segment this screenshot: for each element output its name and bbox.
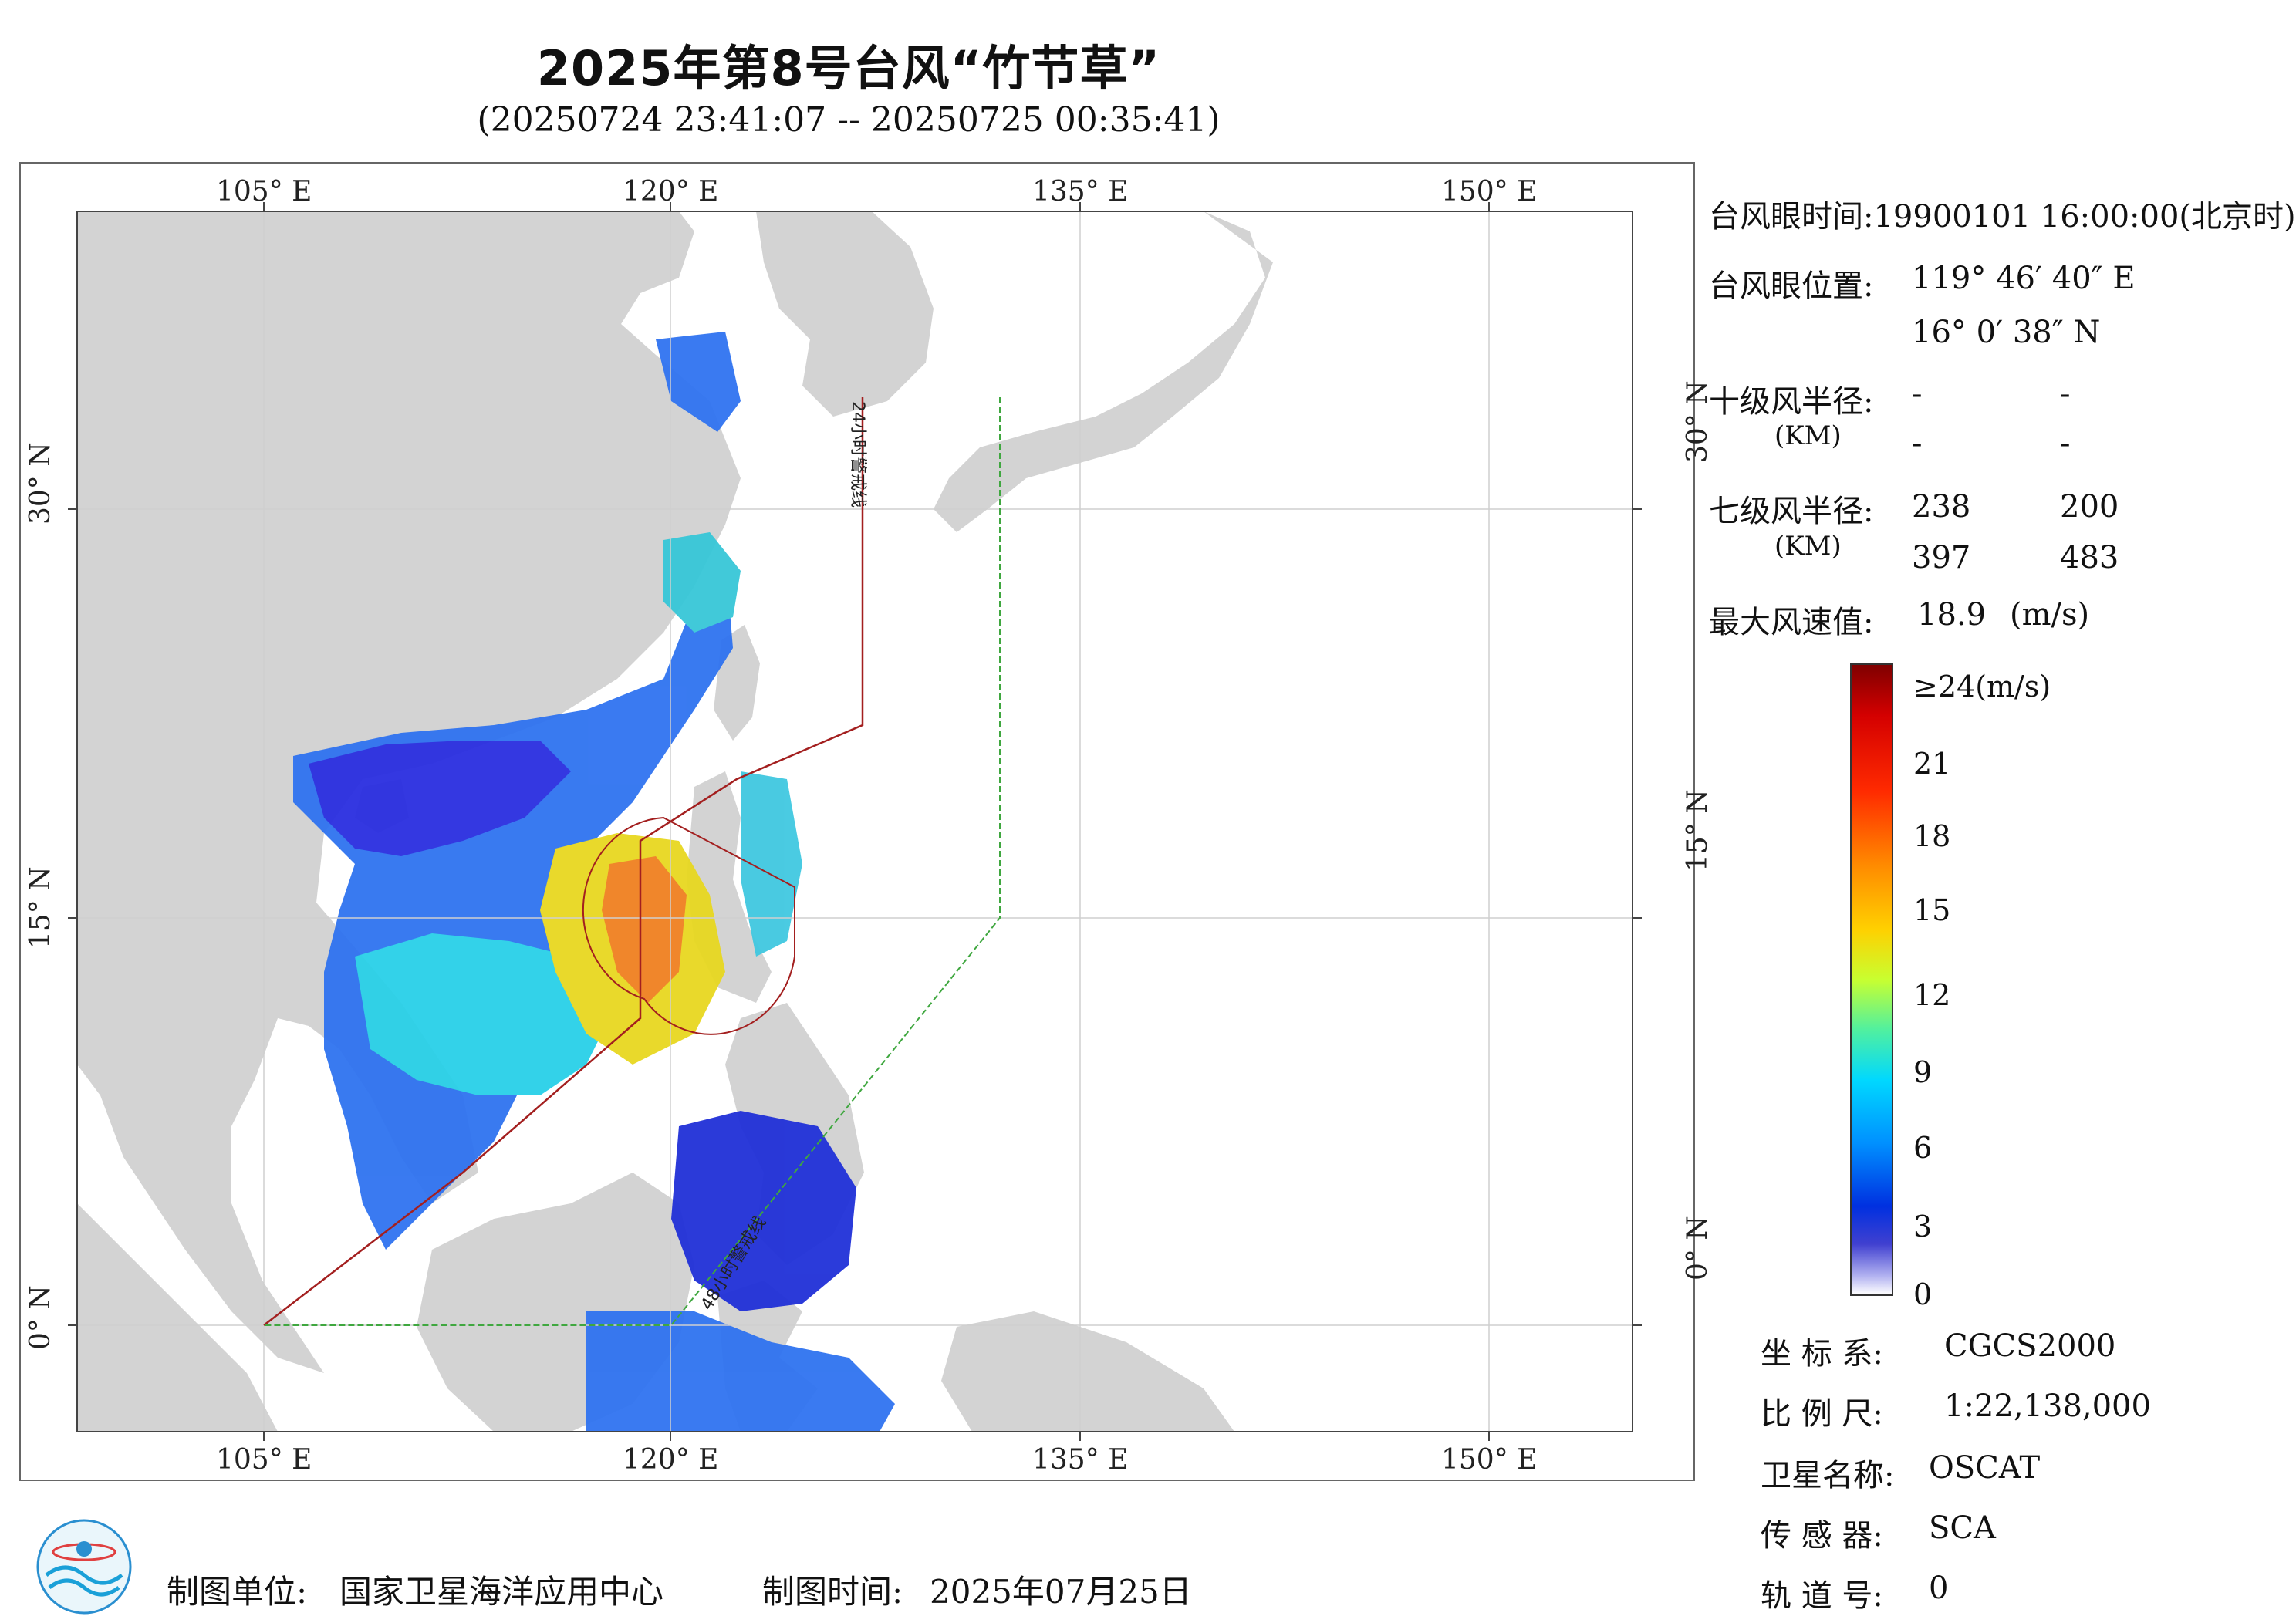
swath-scs-west	[293, 555, 733, 1250]
r10-label: 十级风半径:	[1709, 384, 1874, 420]
nsoas-logo	[36, 1519, 132, 1615]
lon-label-top: 150° E	[1441, 176, 1538, 208]
swath-scs-core-purple	[309, 741, 571, 856]
swath-east-china-sea	[663, 532, 741, 633]
lat-label-right: 0° N	[1682, 1216, 1714, 1281]
colorbar-label: ≥24(m/s)	[1913, 670, 2051, 704]
scale-label: 比 例 尺:	[1761, 1396, 1883, 1432]
warning-line-48h	[264, 397, 1001, 1326]
colorbar-label: 0	[1913, 1277, 1933, 1311]
map-unit-value: 国家卫星海洋应用中心	[339, 1573, 664, 1611]
colorbar-label: 18	[1913, 819, 1951, 853]
r10-value: -	[2060, 426, 2071, 461]
satellite-value: OSCAT	[1929, 1450, 2041, 1486]
colorbar-label: 3	[1913, 1210, 1933, 1243]
scale-value: 1:22,138,000	[1944, 1388, 2151, 1424]
swath-sulawesi-sea	[586, 1311, 895, 1432]
warning-line-24h	[263, 397, 864, 1326]
land-sumatra	[77, 1203, 278, 1432]
eye-lat: 16° 0′ 38″ N	[1912, 315, 2101, 350]
land-mainland-asia	[77, 211, 741, 1373]
wind-swath	[293, 332, 895, 1432]
max-wind-value: 18.9	[1917, 597, 1987, 633]
lon-label-top: 135° E	[1032, 176, 1129, 208]
swath-scs-cyan	[355, 933, 617, 1095]
lon-label-bottom: 150° E	[1441, 1444, 1538, 1476]
land-korea	[756, 211, 934, 417]
colorbar-label: 6	[1913, 1131, 1933, 1165]
swath-east-luzon	[741, 771, 802, 957]
map-unit-label: 制图单位:	[167, 1573, 308, 1611]
swath-philippine-sea-south	[671, 1111, 856, 1311]
map-frame	[19, 162, 1695, 1481]
lat-label-left: 15° N	[25, 866, 56, 949]
map-time-value: 2025年07月25日	[930, 1573, 1192, 1611]
max-wind-label: 最大风速值:	[1709, 605, 1874, 640]
orbit-value: 0	[1929, 1571, 1949, 1606]
land-japan	[934, 211, 1273, 532]
page-title: 2025年第8号台风“竹节草”	[536, 40, 1161, 96]
land-new-guinea	[941, 1311, 1234, 1432]
colorbar-label: 12	[1913, 978, 1951, 1012]
colorbar-label: 15	[1913, 893, 1951, 927]
eye-lon: 119° 46′ 40″ E	[1912, 261, 2136, 296]
r10-value: -	[1912, 376, 1923, 412]
satellite-label: 卫星名称:	[1761, 1458, 1895, 1493]
lat-label-right: 15° N	[1682, 789, 1714, 872]
crs-label: 坐 标 系:	[1761, 1336, 1883, 1372]
r10-value: -	[2060, 376, 2071, 412]
lat-label-left: 0° N	[25, 1285, 56, 1350]
colorbar-label: 21	[1913, 747, 1951, 781]
time-range-subtitle: (20250724 23:41:07 -- 20250725 00:35:41)	[477, 100, 1221, 140]
max-wind-unit: (m/s)	[2010, 597, 2090, 633]
swath-north-bits	[656, 332, 741, 432]
r7-value: 483	[2060, 540, 2119, 575]
map-time-label: 制图时间:	[762, 1573, 903, 1611]
warning-line-24h-label: 24小时警戒线	[848, 401, 867, 508]
lon-label-top: 105° E	[216, 176, 312, 208]
lon-label-top: 120° E	[623, 176, 719, 208]
r7-km-label: (KM)	[1774, 531, 1842, 562]
r7-label: 七级风半径:	[1709, 494, 1874, 529]
sensor-value: SCA	[1929, 1510, 1996, 1546]
crs-value: CGCS2000	[1944, 1328, 2116, 1364]
map-ticks	[68, 202, 1642, 1441]
colorbar-label: 9	[1913, 1055, 1933, 1089]
r10-km-label: (KM)	[1774, 420, 1842, 451]
map-border	[76, 211, 1633, 1432]
lat-label-left: 30° N	[25, 442, 56, 525]
lon-label-bottom: 135° E	[1032, 1444, 1129, 1476]
orbit-label: 轨 道 号:	[1761, 1578, 1883, 1614]
eye-pos-label: 台风眼位置:	[1709, 268, 1874, 304]
sensor-label: 传 感 器:	[1761, 1518, 1883, 1554]
swath-peak-wind	[602, 856, 687, 1003]
graticule	[77, 211, 1633, 1432]
r7-value: 238	[1912, 489, 1971, 525]
colorbar	[1850, 663, 1893, 1296]
lon-label-bottom: 120° E	[623, 1444, 719, 1476]
eye-time: 台风眼时间:19900101 16:00:00(北京时)	[1709, 199, 2296, 235]
r7-value: 200	[2060, 489, 2119, 525]
lon-label-bottom: 105° E	[216, 1444, 312, 1476]
r7-value: 397	[1912, 540, 1971, 575]
typhoon-wind-radius	[582, 816, 795, 1035]
r10-value: -	[1912, 426, 1923, 461]
